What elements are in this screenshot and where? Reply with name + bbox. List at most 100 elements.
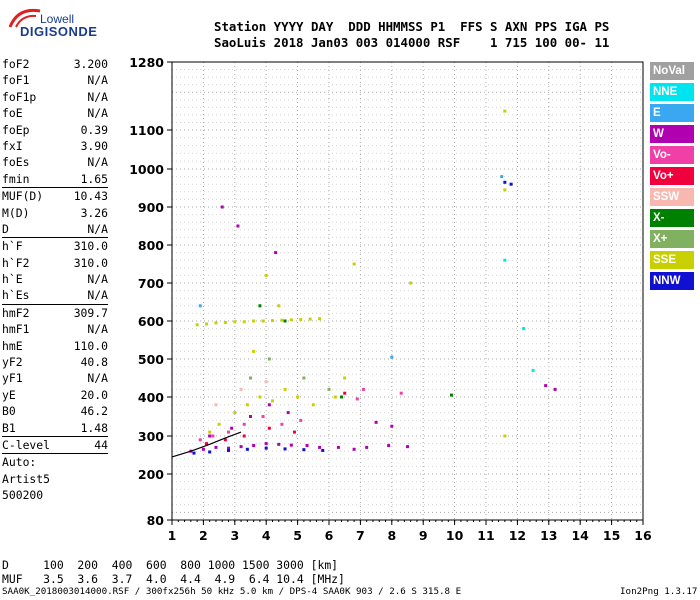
plot-frame — [171, 61, 644, 521]
param-separator — [2, 303, 108, 305]
param-name: D — [2, 221, 9, 236]
param-value: 46.2 — [80, 404, 108, 419]
muf-distance-table: D 100 200 400 600 800 1000 1500 3000 [km… — [2, 558, 345, 586]
legend-item: E — [650, 104, 694, 122]
param-name: foF1p — [2, 89, 37, 104]
param-row: Auto: — [2, 454, 108, 470]
data-point-sse — [270, 399, 274, 403]
data-point-w — [390, 424, 394, 428]
data-point-x — [258, 304, 262, 308]
param-value: 0.39 — [80, 122, 108, 137]
data-point-w — [305, 444, 309, 447]
data-point-sse — [214, 321, 218, 325]
data-point-sse — [503, 109, 507, 113]
param-value: N/A — [87, 155, 108, 170]
data-point-x — [340, 395, 344, 399]
param-name: foEp — [2, 122, 30, 137]
x-tick-label: 11 — [477, 528, 494, 543]
x-tick-label: 1 — [168, 528, 177, 543]
param-row: B0 46.2 — [2, 403, 108, 419]
x-tick-label: 9 — [419, 528, 428, 543]
x-tick-label: 10 — [446, 528, 464, 543]
data-point-x — [283, 319, 287, 323]
param-row: foEp 0.39 — [2, 122, 108, 138]
y-tick-label: 1280 — [129, 55, 164, 70]
data-point-w — [249, 415, 252, 418]
param-separator — [2, 237, 108, 239]
data-point-sse — [245, 403, 249, 407]
data-point-ssw — [264, 380, 268, 384]
param-row: foF2 3.200 — [2, 56, 108, 72]
data-point-vo — [343, 391, 347, 395]
param-name: Artist5 — [2, 471, 51, 486]
data-point-sse — [296, 395, 300, 399]
data-point-nnw — [208, 450, 212, 454]
param-row: fxI 3.90 — [2, 138, 108, 154]
data-point-e — [198, 304, 202, 308]
data-point-ssw — [239, 387, 243, 391]
x-tick-label: 5 — [293, 528, 302, 543]
data-point-nne — [522, 327, 526, 331]
param-value: 1.65 — [80, 171, 108, 186]
param-name: hmF1 — [2, 322, 30, 337]
data-point-w — [336, 445, 340, 449]
param-value: 10.43 — [73, 189, 108, 204]
data-point-w — [264, 442, 268, 446]
param-name: h`Es — [2, 288, 30, 303]
data-point-sse — [258, 395, 262, 399]
param-value: N/A — [87, 89, 108, 104]
data-point-sse — [233, 320, 237, 324]
data-point-nnw — [321, 448, 325, 452]
x-tick-label: 2 — [199, 528, 208, 543]
y-tick-label: 600 — [138, 314, 164, 329]
y-tick-label: 800 — [138, 238, 164, 253]
data-point-x — [267, 357, 271, 361]
param-row: MUF(D) 10.43 — [2, 188, 108, 204]
data-point-sse — [333, 395, 337, 399]
data-point-sse — [299, 317, 303, 321]
legend-item: W — [650, 125, 694, 143]
data-point-w — [286, 411, 290, 415]
x-tick-label: 7 — [356, 528, 365, 543]
data-point-sse — [352, 262, 356, 266]
param-name: yF2 — [2, 355, 23, 370]
data-point-w — [274, 251, 278, 255]
legend-item: NoVal — [650, 62, 694, 80]
param-row: hmF1 N/A — [2, 321, 108, 337]
x-tick-label: 15 — [603, 528, 620, 543]
param-row: foE N/A — [2, 105, 108, 121]
ionogram-trace-line — [171, 431, 242, 458]
data-point-w — [553, 387, 557, 391]
param-row: foEs N/A — [2, 154, 108, 170]
data-point-vo — [299, 418, 303, 422]
data-point-nnw — [245, 447, 249, 451]
param-separator — [2, 187, 108, 189]
data-point-sse — [343, 376, 347, 380]
data-point-w — [252, 444, 256, 447]
parameter-panel: foF2 3.200 foF1 N/A foF1p N/A foE N/A foEp 0.39 fx… — [2, 56, 108, 504]
data-point-sse — [283, 387, 287, 391]
y-tick-label: 300 — [138, 429, 164, 444]
param-row: Artist5 — [2, 471, 108, 487]
data-point-sse — [223, 321, 227, 325]
param-value: 309.7 — [73, 305, 108, 320]
param-name: fmin — [2, 171, 30, 186]
param-value: N/A — [87, 322, 108, 337]
param-value: N/A — [87, 221, 108, 236]
param-value: 310.0 — [73, 255, 108, 270]
data-point-w — [201, 447, 205, 451]
x-tick-label: 6 — [325, 528, 334, 543]
data-point-w — [352, 447, 356, 451]
data-point-sse — [503, 434, 507, 438]
data-point-w — [239, 445, 243, 449]
param-name: foF2 — [2, 57, 30, 71]
param-name: h`F2 — [2, 255, 30, 270]
data-point-vo — [399, 391, 403, 395]
data-point-sse — [264, 273, 268, 277]
param-row: hmE 110.0 — [2, 338, 108, 354]
param-value: 20.0 — [80, 387, 108, 402]
param-value: 44 — [94, 437, 108, 452]
param-value: N/A — [87, 272, 108, 287]
data-point-w — [387, 444, 391, 447]
